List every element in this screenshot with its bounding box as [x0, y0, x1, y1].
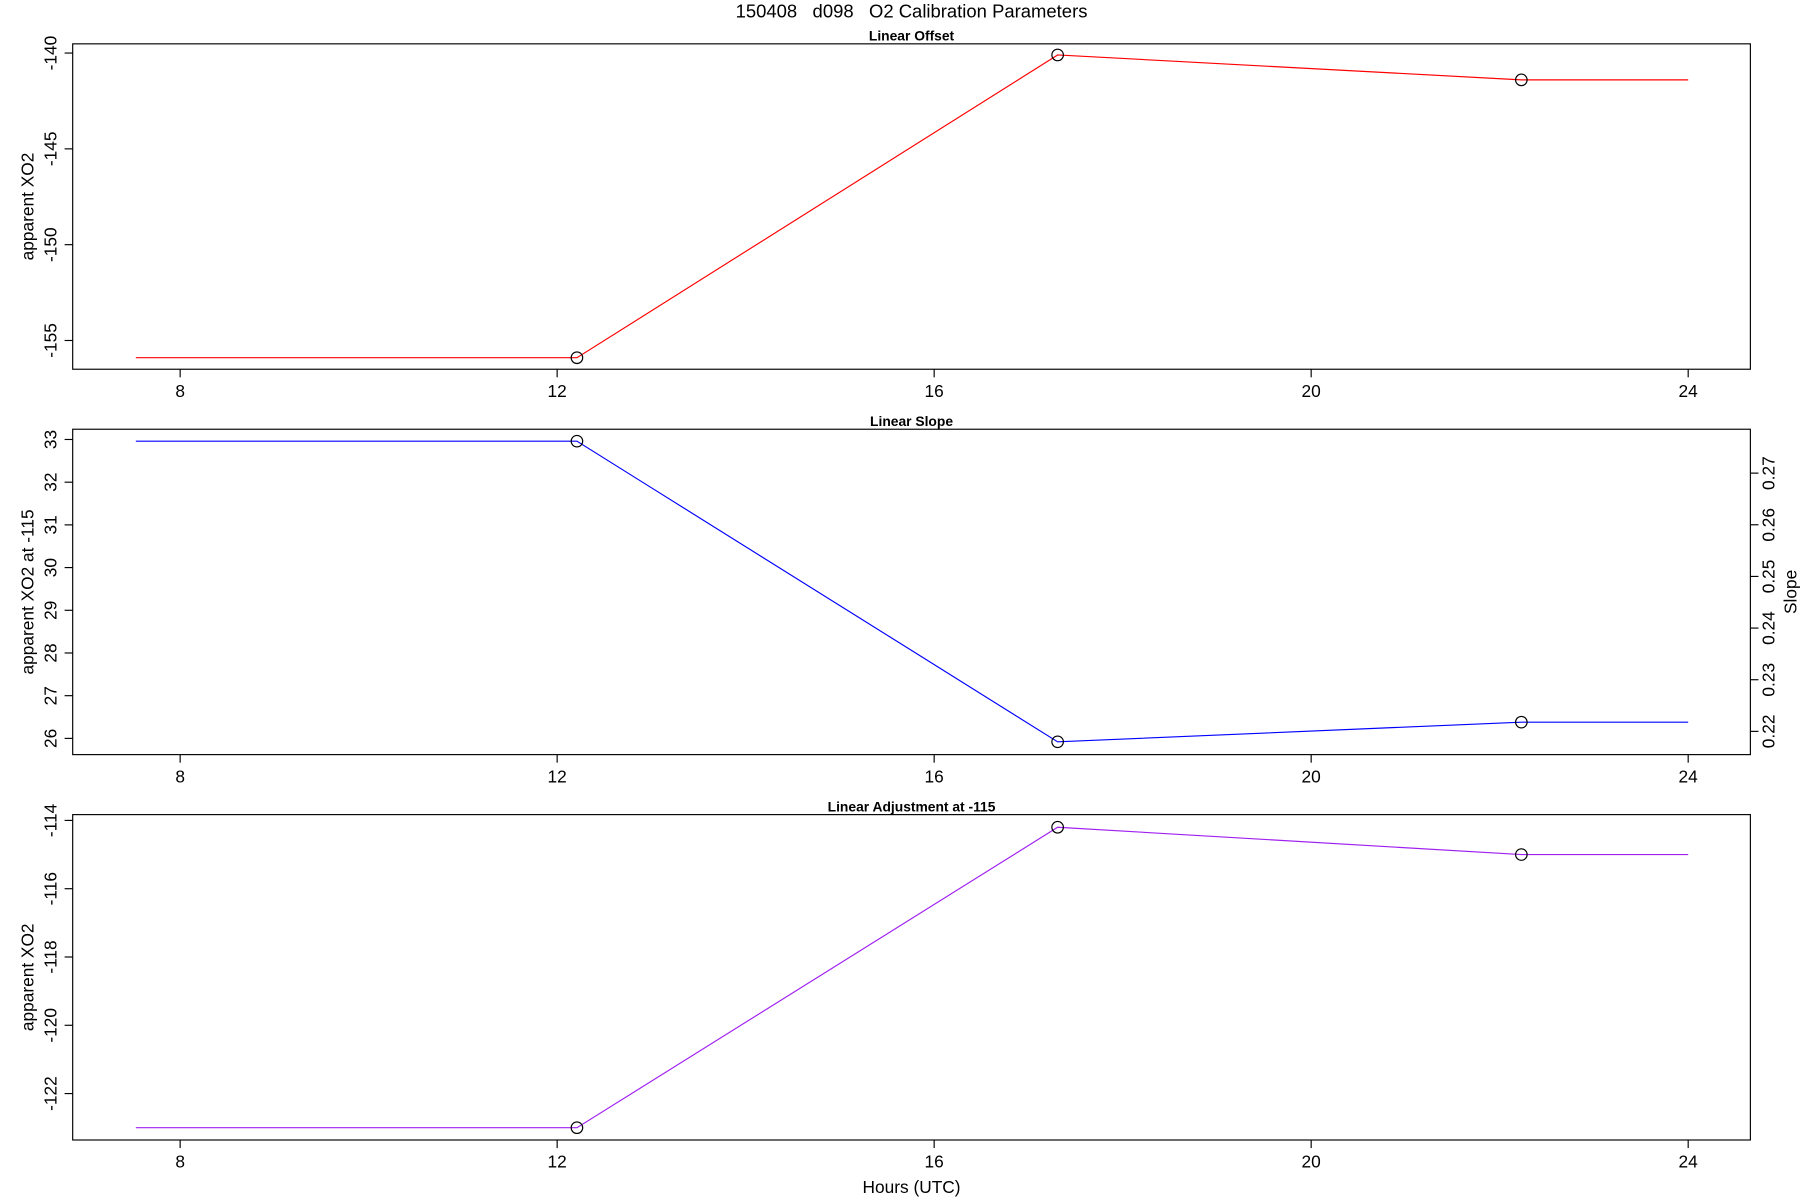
- y-tick-label: 27: [40, 686, 60, 705]
- y-tick-label: -150: [40, 227, 60, 262]
- plot-frame: [72, 428, 1751, 756]
- data-point: [1515, 715, 1528, 729]
- panel-title: Linear Offset: [869, 28, 955, 44]
- data-line: [135, 826, 1689, 1129]
- x-tick-label: 20: [1302, 1152, 1321, 1172]
- y-tick-label: 32: [40, 473, 60, 492]
- y2-tick-label: 0.26: [1759, 508, 1779, 542]
- x-tick-label: 16: [925, 1152, 944, 1172]
- y-tick-label: 29: [40, 601, 60, 620]
- y-axis-label: apparent XO2: [17, 153, 37, 261]
- plot-frame: [72, 43, 1751, 370]
- x-tick-label: 24: [1679, 1152, 1699, 1172]
- y-axis-label: apparent XO2 at -115: [17, 509, 37, 674]
- x-tick-label: 20: [1302, 381, 1321, 401]
- y-axis-label: apparent XO2: [17, 923, 37, 1031]
- x-tick-label: 16: [925, 381, 944, 401]
- main-title: 150408 d098 O2 Calibration Parameters: [736, 1, 1088, 22]
- y-tick-label: 28: [40, 643, 60, 662]
- y-tick-label: -145: [40, 132, 60, 167]
- data-point: [1051, 48, 1064, 62]
- data-line: [135, 54, 1689, 359]
- y-tick-label: -155: [40, 323, 60, 358]
- y-tick-label: -140: [40, 36, 60, 71]
- data-line: [135, 440, 1689, 743]
- y-tick-label: 31: [40, 515, 60, 534]
- panel-title: Linear Adjustment at -115: [828, 798, 996, 814]
- y-tick-label: -118: [40, 940, 60, 973]
- x-axis-label: Hours (UTC): [863, 1177, 961, 1197]
- y2-tick-label: 0.25: [1759, 560, 1779, 594]
- y2-tick-label: 0.27: [1759, 456, 1779, 490]
- plot-frame: [72, 814, 1751, 1141]
- data-point: [1515, 73, 1528, 87]
- y-tick-label: -122: [40, 1076, 60, 1111]
- x-tick-label: 16: [925, 766, 944, 786]
- data-point: [570, 351, 584, 365]
- data-point: [1515, 848, 1528, 861]
- data-point: [1051, 735, 1064, 749]
- y2-axis-label: Slope: [1780, 570, 1800, 614]
- y-tick-label: -116: [40, 872, 60, 905]
- x-tick-label: 12: [548, 381, 567, 401]
- y-tick-label: 33: [40, 430, 60, 449]
- x-tick-label: 20: [1302, 766, 1321, 786]
- y2-tick-label: 0.22: [1759, 715, 1779, 749]
- data-point: [570, 1121, 584, 1135]
- x-tick-label: 8: [175, 381, 185, 401]
- y-tick-label: 30: [40, 558, 60, 577]
- x-tick-label: 24: [1679, 766, 1699, 786]
- y-tick-label: -120: [40, 1008, 60, 1043]
- y-tick-label: -114: [40, 803, 60, 837]
- data-point: [570, 434, 584, 448]
- data-point: [1051, 820, 1064, 834]
- x-tick-label: 12: [548, 1152, 567, 1172]
- x-tick-label: 12: [548, 766, 567, 786]
- y2-tick-label: 0.24: [1759, 611, 1779, 645]
- y-tick-label: 26: [40, 729, 60, 748]
- panel-title: Linear Slope: [870, 413, 953, 429]
- y2-tick-label: 0.23: [1759, 663, 1779, 697]
- x-tick-label: 8: [175, 766, 185, 786]
- x-tick-label: 24: [1679, 381, 1699, 401]
- x-tick-label: 8: [175, 1152, 185, 1172]
